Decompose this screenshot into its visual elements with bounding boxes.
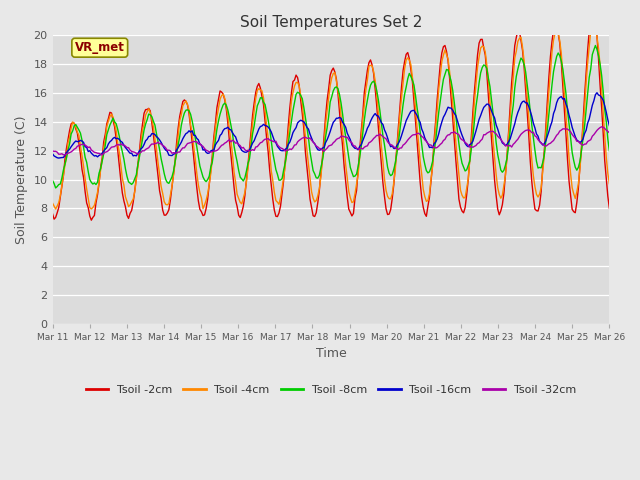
Y-axis label: Soil Temperature (C): Soil Temperature (C) [15,115,28,244]
Legend: Tsoil -2cm, Tsoil -4cm, Tsoil -8cm, Tsoil -16cm, Tsoil -32cm: Tsoil -2cm, Tsoil -4cm, Tsoil -8cm, Tsoi… [81,380,580,399]
Text: VR_met: VR_met [75,41,125,54]
Title: Soil Temperatures Set 2: Soil Temperatures Set 2 [240,15,422,30]
X-axis label: Time: Time [316,348,346,360]
